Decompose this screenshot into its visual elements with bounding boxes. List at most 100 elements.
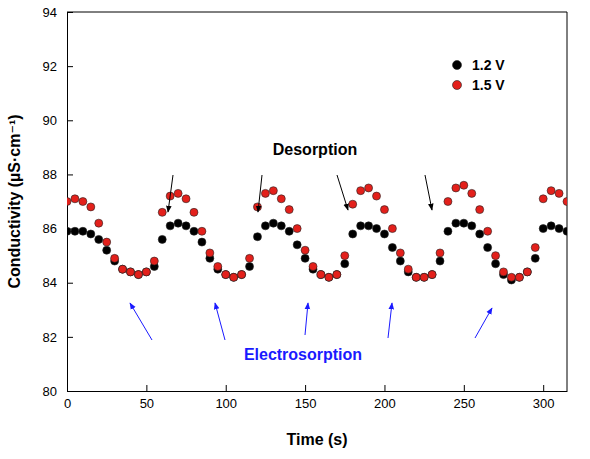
data-point bbox=[468, 222, 476, 230]
data-point bbox=[174, 219, 182, 227]
data-point bbox=[388, 244, 396, 252]
data-point bbox=[198, 238, 206, 246]
data-point bbox=[261, 222, 269, 230]
data-point bbox=[293, 241, 301, 249]
y-tick: 88 bbox=[43, 167, 73, 182]
data-point bbox=[182, 222, 190, 230]
annotation-arrow bbox=[425, 175, 432, 210]
x-tick-mark bbox=[146, 385, 147, 391]
data-point bbox=[261, 189, 269, 197]
data-point bbox=[198, 227, 206, 235]
y-tick-label: 94 bbox=[43, 5, 57, 20]
y-tick: 94 bbox=[43, 5, 73, 20]
data-point bbox=[357, 222, 365, 230]
data-point bbox=[428, 271, 436, 279]
y-tick-mark bbox=[67, 283, 73, 284]
data-point bbox=[71, 195, 79, 203]
y-tick: 80 bbox=[43, 384, 73, 399]
x-tick-label: 150 bbox=[295, 396, 317, 411]
data-point bbox=[476, 206, 484, 214]
x-axis-line bbox=[68, 391, 568, 392]
annotation-arrow bbox=[475, 308, 492, 338]
x-tick-mark bbox=[384, 385, 385, 391]
data-point bbox=[515, 273, 523, 281]
data-point bbox=[563, 227, 567, 235]
data-point bbox=[523, 268, 531, 276]
data-point bbox=[365, 222, 373, 230]
legend-marker bbox=[453, 61, 462, 70]
y-tick: 86 bbox=[43, 221, 73, 236]
x-axis: 050100150200250300 bbox=[64, 385, 568, 411]
data-point bbox=[476, 230, 484, 238]
data-point bbox=[95, 219, 103, 227]
x-axis-title: Time (s) bbox=[286, 431, 347, 448]
data-point bbox=[309, 262, 317, 270]
data-point bbox=[420, 273, 428, 281]
data-point bbox=[158, 235, 166, 243]
data-point bbox=[277, 195, 285, 203]
data-point bbox=[492, 260, 500, 268]
data-point bbox=[238, 271, 246, 279]
data-point bbox=[301, 254, 309, 262]
data-point bbox=[341, 252, 349, 260]
data-point bbox=[246, 262, 254, 270]
annotation-arrow bbox=[130, 303, 152, 340]
series bbox=[67, 181, 567, 281]
data-point bbox=[420, 273, 428, 281]
data-point bbox=[436, 257, 444, 265]
data-point bbox=[230, 273, 238, 281]
data-point bbox=[87, 203, 95, 211]
data-point bbox=[515, 273, 523, 281]
legend-item: 1.5 V bbox=[453, 77, 506, 93]
y-tick-mark bbox=[67, 66, 73, 67]
data-point bbox=[373, 225, 381, 233]
data-point bbox=[333, 271, 341, 279]
data-point bbox=[222, 271, 230, 279]
y-tick: 84 bbox=[43, 275, 73, 290]
data-point bbox=[214, 262, 222, 270]
x-tick-mark bbox=[226, 385, 227, 391]
data-point bbox=[174, 189, 182, 197]
legend-marker bbox=[453, 81, 462, 90]
data-point bbox=[531, 254, 539, 262]
data-point bbox=[293, 225, 301, 233]
data-point bbox=[103, 246, 111, 254]
data-point bbox=[253, 233, 261, 241]
data-point bbox=[531, 244, 539, 252]
data-point bbox=[285, 227, 293, 235]
data-point bbox=[67, 198, 71, 206]
data-point bbox=[134, 271, 142, 279]
legend-label: 1.5 V bbox=[472, 77, 505, 93]
data-point bbox=[452, 219, 460, 227]
data-point bbox=[388, 225, 396, 233]
data-point bbox=[396, 257, 404, 265]
data-point bbox=[67, 227, 71, 235]
data-point bbox=[460, 219, 468, 227]
x-tick-label: 50 bbox=[140, 396, 154, 411]
annotation-arrow bbox=[258, 175, 262, 212]
data-point bbox=[119, 265, 127, 273]
y-tick-label: 84 bbox=[43, 275, 57, 290]
annotation: Desorption bbox=[273, 141, 357, 158]
y-tick-label: 82 bbox=[43, 330, 57, 345]
data-point bbox=[95, 235, 103, 243]
data-point bbox=[484, 244, 492, 252]
annotation: Electrosorption bbox=[244, 346, 362, 363]
data-point bbox=[269, 187, 277, 195]
data-point bbox=[246, 254, 254, 262]
data-point bbox=[166, 222, 174, 230]
data-point bbox=[230, 273, 238, 281]
data-point bbox=[190, 227, 198, 235]
data-point bbox=[444, 198, 452, 206]
data-point bbox=[357, 187, 365, 195]
y-tick: 92 bbox=[43, 59, 73, 74]
data-point bbox=[142, 268, 150, 276]
data-point bbox=[365, 184, 373, 192]
y-tick-mark bbox=[67, 174, 73, 175]
data-point bbox=[126, 268, 134, 276]
y-tick-label: 92 bbox=[43, 59, 57, 74]
data-point bbox=[325, 273, 333, 281]
annotation-arrow bbox=[388, 303, 392, 338]
y-tick: 90 bbox=[43, 113, 73, 128]
y-axis-title: Conductivity (µS·cm⁻¹) bbox=[6, 114, 23, 288]
